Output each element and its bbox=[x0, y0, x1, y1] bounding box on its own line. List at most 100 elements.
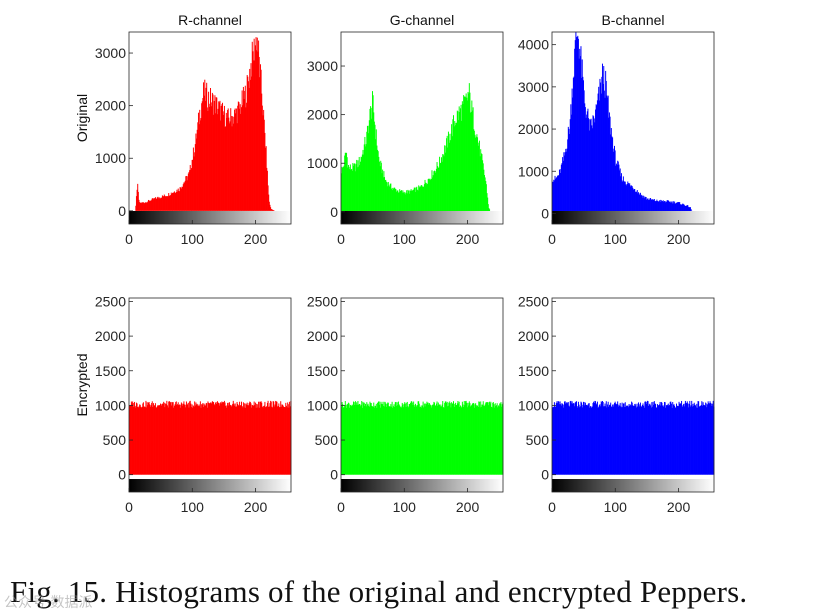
grayscale-colorbar bbox=[341, 479, 503, 492]
histogram-bar bbox=[426, 184, 428, 212]
histogram-bar bbox=[689, 406, 691, 475]
histogram-bar bbox=[391, 190, 393, 212]
histogram-bar bbox=[153, 199, 155, 211]
histogram-bar bbox=[617, 161, 619, 214]
histogram-bar bbox=[260, 69, 262, 211]
histogram-bar bbox=[239, 405, 241, 475]
histogram-bar bbox=[603, 66, 605, 214]
histogram-bar bbox=[241, 107, 242, 211]
histogram-bar bbox=[207, 110, 209, 211]
histogram-bar bbox=[648, 404, 650, 475]
histogram-bar bbox=[220, 105, 222, 211]
histogram-bar bbox=[384, 177, 386, 212]
histogram-bar bbox=[366, 404, 368, 475]
histogram-bar bbox=[420, 406, 422, 475]
histogram-bar bbox=[418, 401, 420, 475]
histogram-bar bbox=[633, 189, 635, 214]
histogram-bar bbox=[472, 107, 474, 212]
histogram-bar bbox=[431, 170, 433, 212]
histogram-bar bbox=[683, 204, 685, 214]
histogram-bar bbox=[444, 145, 446, 212]
histogram-bar bbox=[346, 157, 348, 212]
histogram-bar bbox=[442, 401, 444, 475]
histogram-bar bbox=[401, 190, 403, 212]
histogram-bar bbox=[620, 176, 622, 214]
histogram-bar bbox=[653, 404, 655, 475]
histogram-bar bbox=[615, 403, 617, 475]
histogram-bar bbox=[172, 402, 174, 475]
histogram-bar bbox=[636, 190, 638, 214]
histogram-bar bbox=[488, 208, 490, 212]
histogram-bar bbox=[605, 80, 607, 214]
histogram-bar bbox=[219, 403, 221, 475]
histogram-bar bbox=[191, 404, 193, 475]
histogram-bars bbox=[341, 400, 504, 475]
histogram-bar bbox=[273, 401, 275, 475]
histogram-bar bbox=[451, 124, 453, 212]
histogram-bar bbox=[656, 199, 658, 214]
histogram-bar bbox=[242, 402, 244, 475]
histogram-bar bbox=[451, 136, 453, 212]
histogram-bar bbox=[372, 91, 373, 212]
histogram-bar bbox=[443, 156, 445, 212]
histogram-bar bbox=[250, 403, 252, 475]
histogram-bar bbox=[572, 97, 574, 214]
histogram-bar bbox=[682, 203, 684, 214]
histogram-bar bbox=[575, 32, 577, 214]
histogram-bar bbox=[465, 401, 467, 475]
histogram-bar bbox=[211, 403, 213, 475]
histogram-bar bbox=[374, 405, 376, 475]
histogram-bar bbox=[651, 406, 653, 475]
histogram-bar bbox=[267, 400, 269, 475]
histogram-bar bbox=[616, 404, 618, 475]
histogram-bar bbox=[576, 37, 578, 214]
histogram-bar bbox=[203, 95, 205, 211]
histogram-bar bbox=[396, 402, 398, 475]
histogram-bar bbox=[219, 100, 221, 211]
histogram-bars bbox=[552, 32, 695, 214]
histogram-bar bbox=[177, 191, 179, 211]
histogram-bar bbox=[407, 406, 409, 475]
histogram-bar bbox=[650, 199, 652, 214]
histogram-bar bbox=[625, 406, 627, 475]
histogram-bar bbox=[433, 171, 435, 212]
histogram-bar bbox=[458, 403, 460, 475]
histogram-bar bbox=[368, 133, 370, 212]
histogram-bar bbox=[687, 205, 689, 214]
histogram-bar bbox=[449, 140, 451, 212]
histogram-bar bbox=[662, 200, 664, 214]
histogram-bar bbox=[208, 402, 210, 475]
histogram-bar bbox=[273, 406, 275, 475]
histogram-bar bbox=[133, 407, 135, 475]
histogram-bar bbox=[459, 406, 461, 475]
histogram-bar bbox=[691, 406, 693, 475]
histogram-bar bbox=[200, 118, 202, 211]
histogram-bar bbox=[155, 198, 157, 211]
histogram-bar bbox=[228, 402, 230, 475]
histogram-bar bbox=[194, 144, 196, 211]
histogram-bar bbox=[589, 406, 591, 475]
histogram-bar bbox=[501, 404, 503, 475]
histogram-bar bbox=[404, 191, 406, 212]
histogram-bar bbox=[591, 125, 593, 214]
histogram-bar bbox=[263, 119, 265, 211]
histogram-bar bbox=[246, 102, 248, 211]
histogram-bar bbox=[143, 202, 145, 211]
histogram-bar bbox=[236, 401, 238, 475]
histogram-bar bbox=[356, 159, 358, 212]
histogram-bar bbox=[423, 184, 425, 212]
histogram-bar bbox=[576, 36, 578, 214]
histogram-bar bbox=[191, 168, 192, 211]
histogram-bar bbox=[553, 407, 555, 475]
histogram-bar bbox=[489, 403, 491, 475]
histogram-bar bbox=[154, 197, 156, 211]
histogram-bar bbox=[214, 95, 216, 211]
histogram-bar bbox=[676, 202, 678, 214]
histogram-bar bbox=[673, 203, 675, 214]
histogram-bar bbox=[434, 405, 436, 475]
histogram-bar bbox=[621, 181, 623, 214]
histogram-bar bbox=[242, 406, 244, 475]
histogram-bar bbox=[663, 405, 665, 475]
histogram-bar bbox=[246, 75, 248, 211]
